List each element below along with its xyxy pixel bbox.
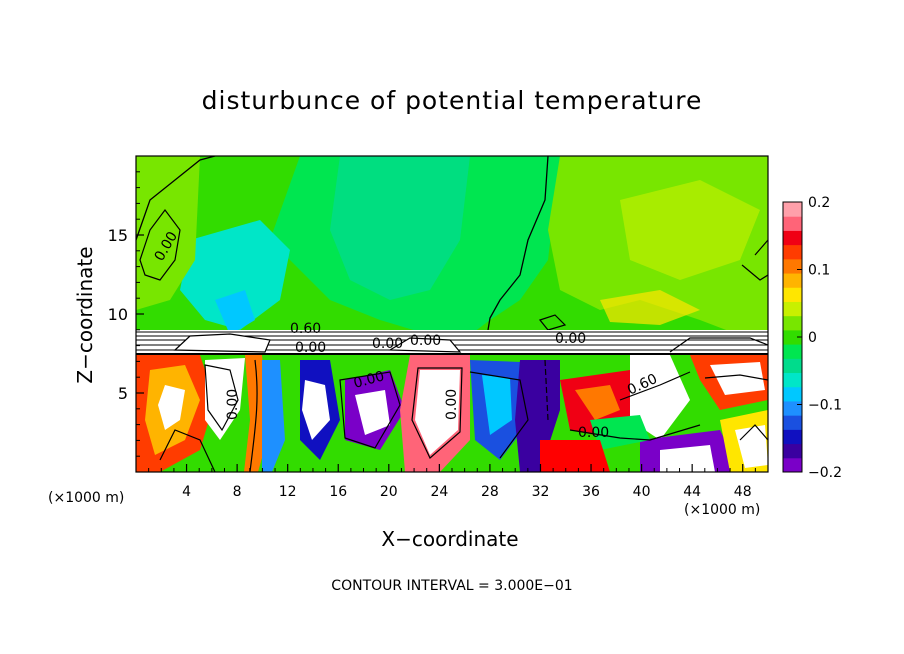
colorbar-segment — [783, 344, 802, 359]
colorbar-segment — [783, 202, 802, 217]
colorbar-segment — [783, 301, 802, 317]
colorbar-label: −0.2 — [808, 465, 842, 481]
x-tick-label: 44 — [683, 484, 701, 500]
x-unit-left: (×1000 m) — [48, 490, 125, 506]
colorbar-segment — [783, 429, 802, 445]
colorbar-segment — [783, 230, 802, 246]
field-upper — [136, 156, 768, 346]
colorbar-segment — [783, 400, 802, 416]
x-tick-label: 24 — [430, 484, 448, 500]
colorbar-segment — [783, 315, 802, 331]
y-tick-label: 15 — [108, 226, 128, 245]
contour-label: 0.00 — [578, 425, 609, 441]
colorbar-label: 0.1 — [808, 263, 830, 279]
x-tick-label: 32 — [532, 484, 550, 500]
contour-label: 0.60 — [290, 321, 321, 337]
y-tick-label: 10 — [108, 305, 128, 324]
colorbar-segment — [783, 415, 802, 430]
contour-label: 0.00 — [225, 389, 241, 420]
x-tick-label: 12 — [279, 484, 297, 500]
x-ticks: 4 8 12 16 20 24 28 32 36 40 44 48 — [148, 464, 756, 500]
x-tick-label: 48 — [734, 484, 752, 500]
colorbar-segment — [783, 358, 802, 374]
contour-label: 0.00 — [372, 336, 403, 352]
x-unit-right: (×1000 m) — [684, 502, 761, 518]
colorbar-segment — [783, 457, 802, 473]
colorbar-label: 0.2 — [808, 195, 830, 211]
chart-title: disturbunce of potential temperature — [201, 86, 703, 115]
colorbar-label: −0.1 — [808, 398, 842, 414]
contour-label: 0.00 — [444, 389, 460, 420]
boundary-band — [136, 330, 768, 355]
colorbar-segment — [783, 216, 802, 231]
x-tick-label: 20 — [380, 484, 398, 500]
x-tick-label: 4 — [182, 484, 191, 500]
contour-label: 0.00 — [410, 333, 441, 349]
colorbar-segment — [783, 443, 802, 459]
colorbar-segment — [783, 273, 802, 288]
contour-interval-note: CONTOUR INTERVAL = 3.000E−01 — [331, 578, 573, 594]
field-lower — [136, 355, 768, 472]
x-tick-label: 36 — [582, 484, 600, 500]
x-axis-label: X−coordinate — [381, 527, 519, 551]
y-ticks: 5 10 15 — [108, 171, 144, 457]
x-tick-label: 40 — [633, 484, 651, 500]
colorbar-segment — [783, 372, 802, 388]
x-tick-label: 16 — [329, 484, 347, 500]
contour-label: 0.00 — [352, 368, 386, 392]
colorbar-segment — [783, 258, 802, 274]
colorbar-segment — [783, 386, 802, 402]
colorbar-segment — [783, 287, 802, 302]
colorbar-segment — [783, 329, 802, 345]
colorbar: 0.2 0.1 0 −0.1 −0.2 — [782, 195, 842, 481]
colorbar-segment — [783, 244, 802, 260]
x-tick-label: 8 — [233, 484, 242, 500]
colorbar-label: 0 — [808, 330, 817, 346]
contour-label: 0.00 — [555, 331, 586, 347]
x-tick-label: 28 — [481, 484, 499, 500]
y-tick-label: 5 — [118, 384, 128, 403]
contour-label: 0.00 — [295, 340, 326, 356]
